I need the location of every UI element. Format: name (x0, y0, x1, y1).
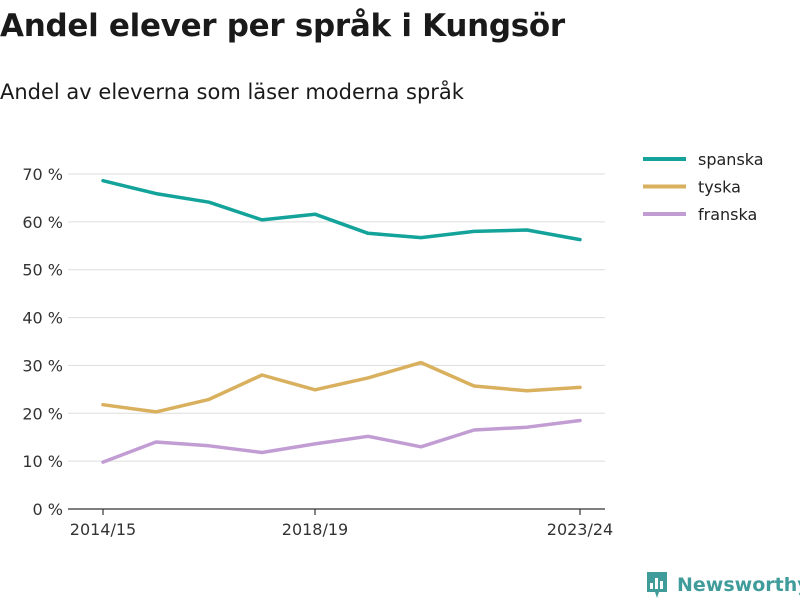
chart-subtitle: Andel av eleverna som läser moderna språ… (0, 80, 464, 104)
x-tick-label: 2018/19 (282, 520, 348, 539)
legend-label-spanska: spanska (698, 150, 764, 169)
legend: spanska tyska franska (643, 150, 764, 224)
series-line-tyska (101, 360, 582, 414)
y-tick-label: 70 % (22, 165, 63, 184)
gridlines (68, 173, 605, 462)
y-tick-label: 10 % (22, 452, 63, 471)
y-tick-label: 0 % (33, 500, 63, 519)
y-tick-label: 60 % (22, 213, 63, 232)
newsworthy-logo-icon (647, 572, 667, 598)
x-tick-label: 2023/24 (547, 520, 613, 539)
chart-title: Andel elever per språk i Kungsör (0, 8, 565, 44)
legend-label-franska: franska (698, 205, 757, 224)
x-axis: 2014/15 2018/19 2023/24 (68, 508, 613, 539)
series-line-franska (101, 418, 582, 464)
series-line-spanska (101, 178, 582, 242)
y-tick-label: 50 % (22, 261, 63, 280)
brand-name: Newsworthy (677, 574, 800, 596)
y-tick-label: 40 % (22, 309, 63, 328)
y-axis-tick-labels: 0 % 10 % 20 % 30 % 40 % 50 % 60 % 70 % (22, 165, 63, 519)
series-lines (101, 178, 582, 464)
y-tick-label: 30 % (22, 356, 63, 375)
x-tick-label: 2014/15 (70, 520, 136, 539)
brand-logo: Newsworthy (645, 569, 800, 601)
legend-label-tyska: tyska (698, 178, 741, 197)
y-tick-label: 20 % (22, 404, 63, 423)
